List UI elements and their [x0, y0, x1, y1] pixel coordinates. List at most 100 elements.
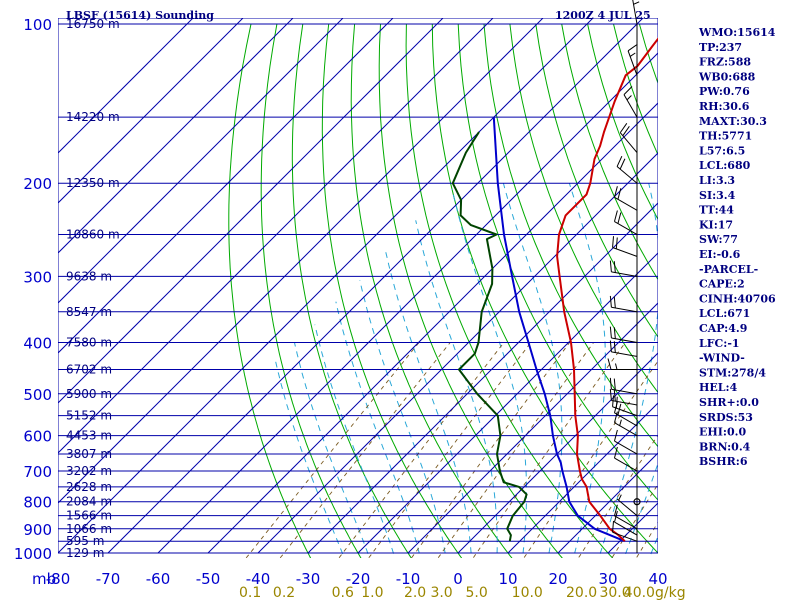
moist-adiabat — [335, 301, 421, 558]
mixing-ratio-line — [437, 342, 594, 558]
wind-barb-flag — [609, 260, 612, 272]
pressure-tick-label: 600 — [23, 428, 52, 446]
pressure-tick-label: 700 — [23, 463, 52, 481]
wind-barb — [611, 271, 638, 277]
parcel-trace — [492, 117, 626, 543]
wind-barb — [611, 337, 638, 343]
index-value: HEL:4 — [699, 381, 738, 394]
isotherm — [58, 18, 194, 154]
temperature-tick-label: -80 — [46, 570, 71, 588]
wind-barb-half — [629, 52, 636, 57]
height-label: 1066 m — [66, 522, 112, 536]
mixing-ratio-label: 1.0 — [361, 585, 383, 600]
height-label: 5152 m — [66, 409, 112, 423]
index-value: LCL:680 — [699, 159, 751, 172]
isotherm — [58, 18, 244, 204]
height-label: 1566 m — [66, 509, 112, 523]
wind-barb-half — [633, 1, 640, 5]
moist-adiabat — [502, 183, 563, 558]
wind-barb-flag — [609, 295, 612, 308]
dry-adiabat — [260, 23, 362, 558]
temperature-tick-label: -20 — [346, 570, 371, 588]
moist-adiabat — [415, 220, 498, 558]
dry-adiabat — [378, 23, 563, 558]
calm-wind-marker — [633, 498, 641, 506]
wind-barb-flag — [613, 429, 618, 442]
index-value: SW:77 — [699, 233, 738, 246]
temperature-tick-label: -60 — [146, 570, 171, 588]
wind-barb-flag — [617, 188, 622, 200]
wind-barb — [614, 196, 638, 211]
index-value: LI:3.3 — [699, 174, 735, 187]
mixing-ratio-label: 0.2 — [273, 585, 295, 600]
wind-barb-flag — [622, 126, 630, 136]
mixing-ratio-line — [338, 342, 505, 558]
height-label: 9638 m — [66, 269, 112, 283]
height-label: 595 m — [66, 534, 104, 548]
index-value: CINH:40706 — [699, 292, 776, 305]
height-label: 12350 m — [66, 176, 120, 190]
isotherm — [58, 18, 294, 254]
wind-barb — [616, 498, 638, 517]
height-label: 3807 m — [66, 447, 112, 461]
mixing-ratio-line — [410, 342, 570, 558]
grid-layer — [58, 18, 658, 558]
dry-adiabat — [405, 23, 614, 558]
wind-barb-flag — [613, 327, 616, 339]
moist-adiabat — [359, 280, 447, 558]
index-value: EI:-0.6 — [699, 248, 741, 261]
wind-barb — [612, 406, 638, 417]
pressure-unit-label: mb — [32, 570, 56, 588]
mixing-ratio-label: 0.1 — [239, 585, 261, 600]
temperature-tick-label: -50 — [196, 570, 221, 588]
index-value: LFC:-1 — [699, 337, 740, 350]
wind-barb-half — [619, 419, 622, 426]
pressure-tick-label: 1000 — [14, 545, 52, 563]
index-value: WMO:15614 — [698, 26, 776, 39]
height-label: 3202 m — [66, 464, 112, 478]
moist-adiabat — [275, 361, 345, 558]
wind-barb-flag — [615, 237, 618, 249]
height-label: 6702 m — [66, 363, 112, 377]
index-value: CAP:4.9 — [699, 322, 747, 335]
index-value: BSHR:6 — [699, 455, 748, 468]
wind-barb-flag — [613, 411, 618, 423]
index-value: WB0:688 — [698, 70, 756, 83]
wind-barb-flag — [607, 358, 612, 370]
wind-barb-flag — [613, 446, 618, 459]
index-value: MAXT:30.3 — [699, 115, 767, 128]
index-value: SHR+:0.0 — [699, 396, 759, 409]
index-value: PW:0.76 — [699, 85, 750, 98]
wind-barb-flag — [609, 377, 612, 390]
height-label: 129 m — [66, 546, 104, 560]
dry-adiabat — [228, 23, 312, 558]
pressure-tick-label: 100 — [23, 16, 52, 34]
wind-barb-flag — [627, 43, 638, 52]
wind-barb — [611, 388, 638, 395]
mixing-ratio-label: 40.0 — [624, 585, 655, 600]
height-label: 14220 m — [66, 110, 120, 124]
wind-barb-flag — [612, 236, 615, 248]
dry-adiabat — [291, 23, 412, 558]
height-label: 7580 m — [66, 335, 112, 349]
height-label: 4453 m — [66, 429, 112, 443]
pressure-tick-label: 200 — [23, 175, 52, 193]
wind-barb — [616, 166, 638, 184]
index-value: -WIND- — [699, 352, 745, 365]
temperature-trace — [556, 37, 658, 542]
index-value: STM:278/4 — [699, 366, 766, 379]
temperature-tick-label: 30 — [598, 570, 617, 588]
isotherm — [557, 452, 658, 554]
index-value: BRN:0.4 — [699, 440, 751, 453]
mixing-ratio-line — [279, 342, 451, 558]
wind-barb-flag — [609, 326, 612, 339]
index-value: FRZ:588 — [699, 56, 751, 69]
mixing-ratio-unit-label: g/kg — [655, 585, 686, 600]
moist-adiabat — [294, 342, 371, 558]
height-label: 8547 m — [66, 305, 112, 319]
wind-barb-flag — [616, 155, 623, 167]
wind-barb-column — [607, 0, 641, 553]
mixing-ratio-line — [472, 342, 626, 558]
wind-barb-flag — [609, 389, 612, 401]
